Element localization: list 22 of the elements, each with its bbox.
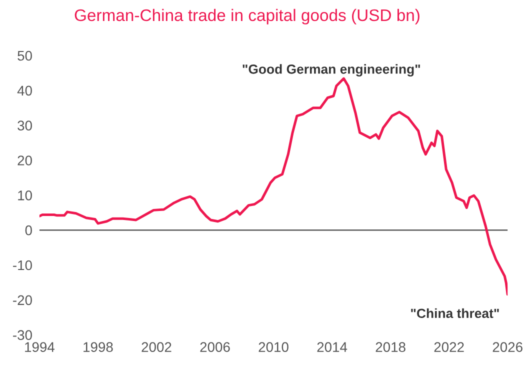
y-tick-label: 30: [18, 120, 32, 131]
x-tick-label: 2002: [142, 342, 172, 352]
chart-title: German-China trade in capital goods (USD bn): [74, 8, 420, 24]
x-tick-label: 2014: [317, 342, 348, 352]
y-tick-label: -10: [13, 260, 32, 270]
x-tick-label: 2018: [376, 342, 406, 352]
x-tick-label: 2006: [200, 342, 230, 352]
y-tick-label: 40: [17, 86, 32, 96]
y-tick-label: 50: [18, 50, 32, 61]
annotation: "China threat": [411, 308, 499, 318]
x-tick-label: 1998: [84, 342, 113, 352]
y-tick-label: -30: [13, 330, 32, 340]
x-tick-label: 2022: [434, 342, 464, 352]
x-tick-label: 1994: [25, 342, 54, 352]
x-tick-label: 2026: [492, 342, 522, 352]
y-tick-label: 20: [18, 156, 32, 166]
line-series: [39, 77, 508, 296]
y-tick-label: -20: [13, 295, 32, 306]
y-tick-label: 10: [18, 190, 32, 200]
x-tick-label: 2010: [258, 342, 288, 352]
y-tick-label: 0: [25, 225, 32, 236]
annotation: "Good German engineering": [242, 64, 420, 76]
